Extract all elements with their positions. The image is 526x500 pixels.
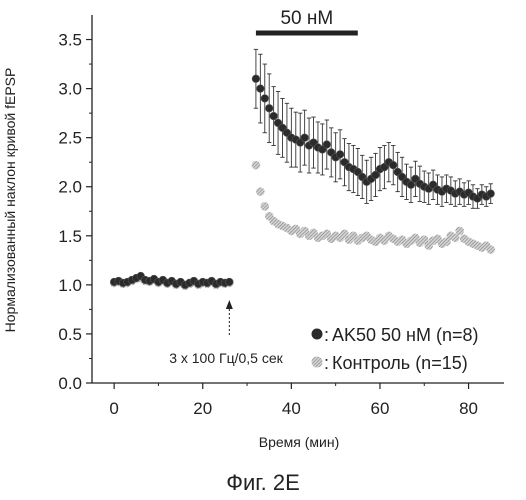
- ak50-point: [261, 95, 269, 103]
- legend-label-ak50: AK50 50 нМ (n=8): [332, 325, 479, 345]
- x-tick-label: 60: [370, 399, 389, 418]
- concentration-indicator: 50 нМ: [256, 8, 358, 33]
- y-tick-label: 0.5: [58, 325, 82, 344]
- ak50-point: [389, 161, 397, 169]
- legend-colon-control: :: [324, 353, 329, 373]
- y-tick-label: 3.5: [58, 31, 82, 50]
- ak50-point: [226, 278, 234, 286]
- x-axis-title: Время (мин): [259, 434, 340, 450]
- y-tick-label: 3.0: [58, 80, 82, 99]
- legend-marker-ak50: [312, 329, 323, 340]
- ak50-point: [252, 75, 260, 83]
- ak50-point: [336, 151, 344, 159]
- y-axis-ticks: 0.0 0.5 1.0 1.5 2.0 2.5 3.0 3.5: [58, 31, 92, 393]
- x-tick-label: 80: [459, 399, 478, 418]
- y-tick-label: 2.0: [58, 178, 82, 197]
- ak50-point: [323, 141, 331, 149]
- concentration-label: 50 нМ: [280, 8, 333, 29]
- y-tick-label: 1.5: [58, 227, 82, 246]
- y-tick-label: 0.0: [58, 374, 82, 393]
- legend-label-control: Контроль (n=15): [332, 353, 468, 373]
- control-point: [252, 161, 261, 170]
- control-point: [260, 202, 269, 211]
- control-point: [256, 187, 265, 196]
- x-tick-label: 20: [193, 399, 212, 418]
- ak50-point: [257, 85, 265, 93]
- x-tick-label: 40: [282, 399, 301, 418]
- ak50-point: [270, 112, 278, 120]
- control-point: [455, 227, 464, 236]
- y-tick-label: 2.5: [58, 129, 82, 148]
- x-tick-label: 0: [109, 399, 118, 418]
- ak50-point: [301, 134, 309, 142]
- legend-marker-control: [312, 357, 323, 368]
- stimulus-arrowhead: [226, 300, 233, 309]
- figure-caption: Фиг. 2E: [226, 470, 300, 495]
- ak50-point: [265, 104, 273, 112]
- legend: : AK50 50 нМ (n=8) : Контроль (n=15): [312, 325, 479, 373]
- x-axis-ticks: 0 20 40 60 80: [109, 383, 478, 418]
- ak50-point: [487, 190, 495, 198]
- stimulus-annotation: 3 x 100 Гц/0,5 сек: [169, 300, 283, 366]
- y-tick-label: 1.0: [58, 276, 82, 295]
- series-ak50-errorbars: [254, 49, 493, 208]
- series-ak50: [110, 75, 494, 289]
- control-point: [486, 245, 495, 254]
- legend-colon-ak50: :: [324, 325, 329, 345]
- stimulus-label: 3 x 100 Гц/0,5 сек: [169, 350, 283, 366]
- y-axis-title: Нормализованный наклон кривой fEPSP: [2, 68, 18, 333]
